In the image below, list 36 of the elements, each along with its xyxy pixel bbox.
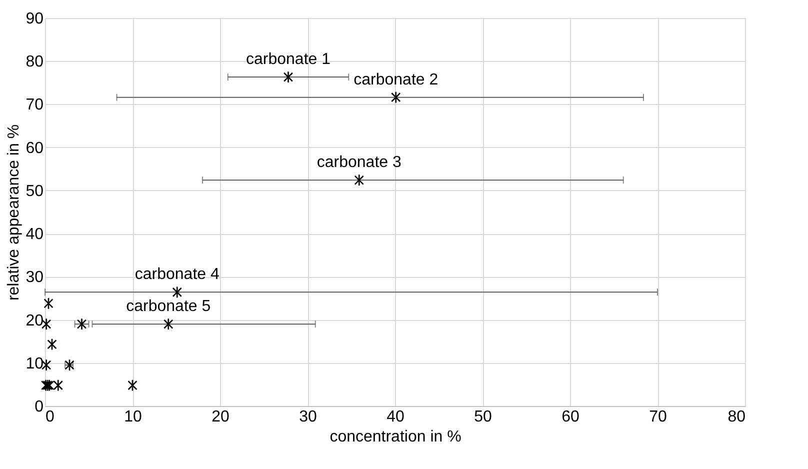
y-tick-label: 80: [26, 54, 44, 71]
point: [164, 318, 174, 330]
annotation: carbonate 1: [246, 51, 331, 68]
x-tick-label: 30: [299, 408, 317, 426]
point: [354, 174, 364, 186]
x-tick-label: 80: [728, 408, 746, 426]
point: [53, 379, 63, 392]
x-tick-label: 50: [474, 408, 492, 426]
annotation: carbonate 2: [354, 71, 438, 88]
point: [47, 338, 57, 350]
point: [283, 70, 294, 84]
annotation: carbonate 4: [134, 266, 220, 284]
y-tick-label: 70: [26, 96, 44, 114]
x-tick-label: 60: [562, 408, 580, 426]
annotation: carbonate 3: [316, 154, 402, 172]
point: [172, 286, 182, 298]
y-axis-title: relative appearance in %: [6, 124, 23, 301]
x-tick-label: 40: [386, 408, 404, 426]
y-tick-label: 10: [26, 355, 44, 372]
point: [76, 318, 87, 330]
y-tick-label: 50: [26, 182, 44, 200]
point: [64, 358, 74, 372]
y-tick-label: 60: [26, 140, 44, 157]
point: [128, 379, 138, 392]
y-tick-label: 20: [26, 312, 44, 330]
y-tick-label: 40: [26, 226, 44, 244]
point: [391, 91, 401, 104]
x-tick-label: 20: [212, 408, 230, 426]
point: [44, 297, 54, 310]
x-axis-title: concentration in %: [330, 428, 462, 446]
y-tick-label: 90: [26, 10, 44, 28]
annotation: carbonate 5: [126, 298, 211, 316]
x-tick-label: 0: [46, 408, 54, 426]
y-tick-label: 30: [26, 269, 44, 286]
x-tick-label: 10: [124, 408, 142, 426]
x-tick-label: 70: [649, 408, 667, 426]
